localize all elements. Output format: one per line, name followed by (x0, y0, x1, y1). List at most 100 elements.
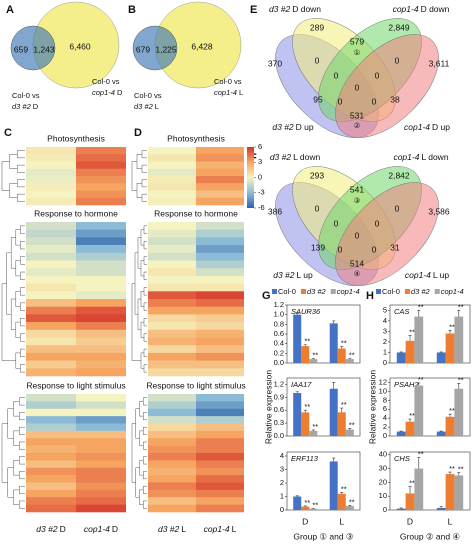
dendrogram (131, 283, 141, 361)
heatmap-cell (196, 183, 244, 191)
error-bar (295, 391, 299, 394)
dendrogram (20, 241, 25, 250)
label-suffix: D up (432, 122, 450, 132)
label-suffix: D down (421, 4, 450, 14)
heatmap-cell (196, 460, 244, 469)
bar (309, 359, 318, 363)
gene-title: IAA17 (291, 380, 312, 389)
dendrogram (20, 287, 25, 296)
heatmap-cell (196, 489, 244, 498)
y-tick-label: 0.0 (274, 358, 284, 367)
error-bar (448, 330, 452, 334)
heatmap-cell (148, 460, 196, 469)
plot-frame (286, 377, 361, 437)
dendrogram (10, 237, 16, 269)
error-bar (457, 472, 461, 476)
venn-count: 386 (268, 206, 282, 216)
panel-label: G (262, 290, 271, 302)
heatmap-cell (26, 154, 76, 162)
bar (454, 388, 464, 436)
error-bar (417, 309, 421, 317)
gene-name: d3 #2 (12, 102, 32, 111)
error-bar (332, 457, 336, 462)
heatmap-cell (148, 337, 196, 346)
heatmap-cell (148, 314, 196, 323)
gene-title: PSAH2 (394, 380, 419, 389)
set-label: d3 #2 D up (272, 122, 314, 132)
venn-circle (132, 25, 178, 71)
heatmap-cell (76, 360, 126, 369)
heatmap-cell (26, 360, 76, 369)
dendrogram (20, 348, 25, 357)
heatmap-cell (148, 176, 196, 184)
y-tick-label: 4 (383, 316, 387, 325)
heatmap-cell (148, 168, 196, 177)
bar (309, 430, 318, 436)
bar (337, 412, 346, 436)
heatmap-cell (26, 453, 76, 461)
heatmap-cell (26, 283, 76, 292)
heatmap-cell (26, 394, 76, 402)
venn-label: Col-0 vs (214, 77, 242, 86)
venn-count: 0 (315, 55, 320, 65)
dendrogram (143, 333, 147, 342)
significance: ** (312, 351, 318, 360)
bar (414, 385, 424, 436)
heatmap-title: Response to hormone (34, 208, 118, 218)
heatmap-cell (196, 329, 244, 338)
dendrogram (143, 256, 147, 265)
heatmap-cell (148, 345, 196, 354)
set-label: cop1-4 L up (405, 270, 450, 280)
heatmap-cell (26, 314, 76, 323)
bar (436, 431, 446, 436)
heatmap-cell (26, 306, 76, 315)
error-bar (332, 381, 336, 389)
venn-count: 541 (350, 184, 364, 194)
x-tick-label: D (407, 516, 413, 526)
heatmap-cell (26, 345, 76, 354)
heatmap-cell (148, 475, 196, 483)
heatmap-cell (196, 314, 244, 323)
dendrogram (135, 408, 140, 439)
heatmap-cell (196, 245, 244, 254)
heatmap-cell (76, 352, 126, 361)
venn-count: 0 (372, 96, 377, 106)
heatmap-cell (148, 161, 196, 170)
gene-title: CAS (394, 307, 409, 316)
heatmap-cell (148, 252, 196, 261)
dendrogram (15, 352, 21, 369)
heatmap-cell (26, 237, 76, 246)
heatmap-cell (26, 467, 76, 476)
legend-swatch (272, 289, 277, 294)
heatmap-cell (76, 283, 126, 292)
heatmap-cell (196, 438, 244, 446)
label-suffix: D up (296, 122, 314, 132)
dendrogram (20, 318, 25, 327)
heatmap-cell (26, 401, 76, 410)
column-label: cop1-4 D (84, 524, 118, 534)
dendrogram (139, 430, 144, 446)
venn-count: 0 (375, 70, 380, 80)
venn-count: 3,586 (428, 206, 450, 216)
column-label: d3 #2 L (158, 524, 186, 534)
gene-name: cop1-4 (84, 524, 110, 534)
error-bar (457, 309, 461, 317)
dendrogram (141, 164, 147, 173)
bar (436, 352, 446, 363)
heatmap-cell (76, 475, 126, 483)
heatmap-cell (148, 489, 196, 498)
heatmap-cell (26, 147, 76, 155)
heatmap-cell (148, 423, 196, 432)
heatmap-cell (76, 368, 126, 377)
error-bar (399, 507, 403, 509)
heatmap-cell (76, 504, 126, 513)
heatmap-cell (26, 482, 76, 491)
gene-name: d3 #2 (272, 122, 294, 132)
heatmap-cell (26, 291, 76, 300)
heatmap-cell (196, 453, 244, 461)
error-bar (417, 457, 421, 469)
error-bar (340, 346, 344, 349)
heatmap-cell (148, 190, 196, 199)
heatmap-cell (76, 190, 126, 199)
heatmap-cell (148, 482, 196, 491)
